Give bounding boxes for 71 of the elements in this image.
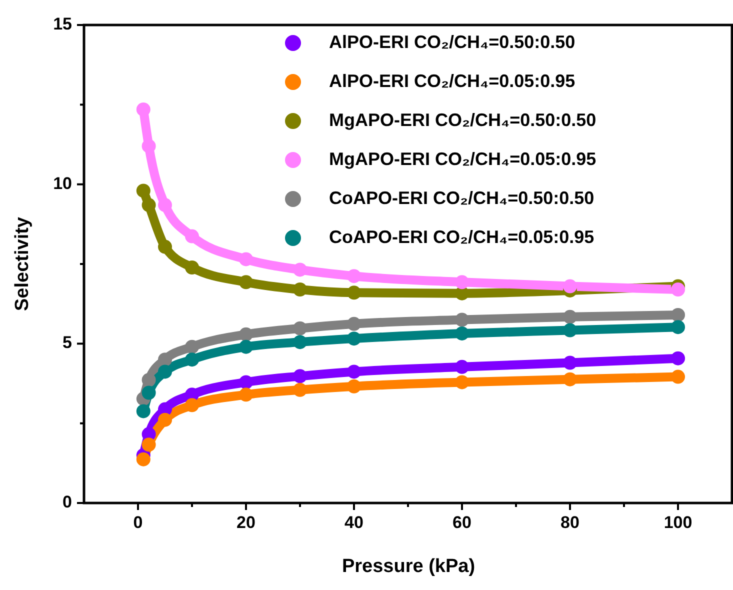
point bbox=[158, 352, 172, 367]
point bbox=[158, 412, 172, 427]
point bbox=[142, 386, 156, 400]
point bbox=[136, 404, 150, 418]
legend-label: AlPO-ERI CO₂/CH₄=0.05:0.95 bbox=[329, 70, 576, 91]
point bbox=[142, 372, 156, 387]
x-tick-label: 60 bbox=[452, 513, 472, 532]
y-axis-title: Selectivity bbox=[12, 216, 33, 311]
point bbox=[455, 312, 469, 327]
point bbox=[239, 327, 253, 342]
legend-label: MgAPO-ERI CO₂/CH₄=0.50:0.50 bbox=[329, 110, 596, 130]
y-tick-label: 5 bbox=[62, 333, 72, 352]
point bbox=[293, 369, 307, 384]
point bbox=[671, 351, 685, 366]
point bbox=[239, 275, 253, 290]
point bbox=[347, 286, 361, 300]
x-tick-label: 20 bbox=[236, 513, 256, 532]
point bbox=[347, 379, 361, 394]
point bbox=[563, 372, 577, 386]
point bbox=[136, 184, 150, 198]
x-axis-title: Pressure (kPa) bbox=[342, 556, 476, 577]
point bbox=[293, 335, 307, 350]
legend-label: CoAPO-ERI CO₂/CH₄=0.05:0.95 bbox=[329, 226, 594, 247]
point bbox=[293, 262, 307, 277]
point bbox=[455, 360, 469, 374]
point bbox=[455, 286, 469, 300]
point bbox=[185, 340, 199, 354]
point bbox=[293, 321, 307, 336]
legend-label: CoAPO-ERI CO₂/CH₄=0.50:0.50 bbox=[329, 188, 594, 208]
point bbox=[671, 370, 685, 384]
y-tick-label: 0 bbox=[62, 492, 72, 512]
point bbox=[142, 438, 156, 452]
x-tick-label: 40 bbox=[344, 513, 364, 532]
point bbox=[455, 275, 469, 290]
point bbox=[158, 364, 172, 379]
point bbox=[158, 240, 172, 254]
point bbox=[563, 310, 577, 324]
y-tick-label: 15 bbox=[53, 14, 72, 34]
y-tick-label: 10 bbox=[53, 174, 72, 193]
point bbox=[293, 282, 307, 296]
point bbox=[185, 398, 199, 412]
point bbox=[239, 340, 253, 354]
point bbox=[239, 388, 253, 402]
point bbox=[563, 356, 577, 370]
point bbox=[347, 364, 361, 379]
point bbox=[185, 352, 199, 367]
point bbox=[347, 316, 361, 331]
point bbox=[185, 260, 199, 275]
point bbox=[455, 326, 469, 340]
point bbox=[185, 229, 199, 244]
point bbox=[347, 269, 361, 284]
point bbox=[158, 198, 172, 212]
point bbox=[239, 252, 253, 266]
point bbox=[293, 382, 307, 397]
x-tick-label: 80 bbox=[560, 513, 580, 532]
point bbox=[142, 139, 156, 154]
point bbox=[563, 323, 577, 338]
legend-label: MgAPO-ERI CO₂/CH₄=0.05:0.95 bbox=[329, 148, 596, 169]
point bbox=[136, 102, 150, 116]
point bbox=[239, 375, 253, 390]
point bbox=[671, 320, 685, 334]
point bbox=[671, 282, 685, 296]
legend-label: AlPO-ERI CO₂/CH₄=0.50:0.50 bbox=[329, 32, 576, 52]
point bbox=[136, 452, 150, 466]
point bbox=[671, 308, 685, 322]
point bbox=[563, 279, 577, 294]
x-tick-label: 0 bbox=[133, 513, 143, 532]
point bbox=[142, 198, 156, 212]
point bbox=[347, 332, 361, 346]
point bbox=[455, 375, 469, 390]
x-tick-label: 100 bbox=[664, 513, 692, 532]
